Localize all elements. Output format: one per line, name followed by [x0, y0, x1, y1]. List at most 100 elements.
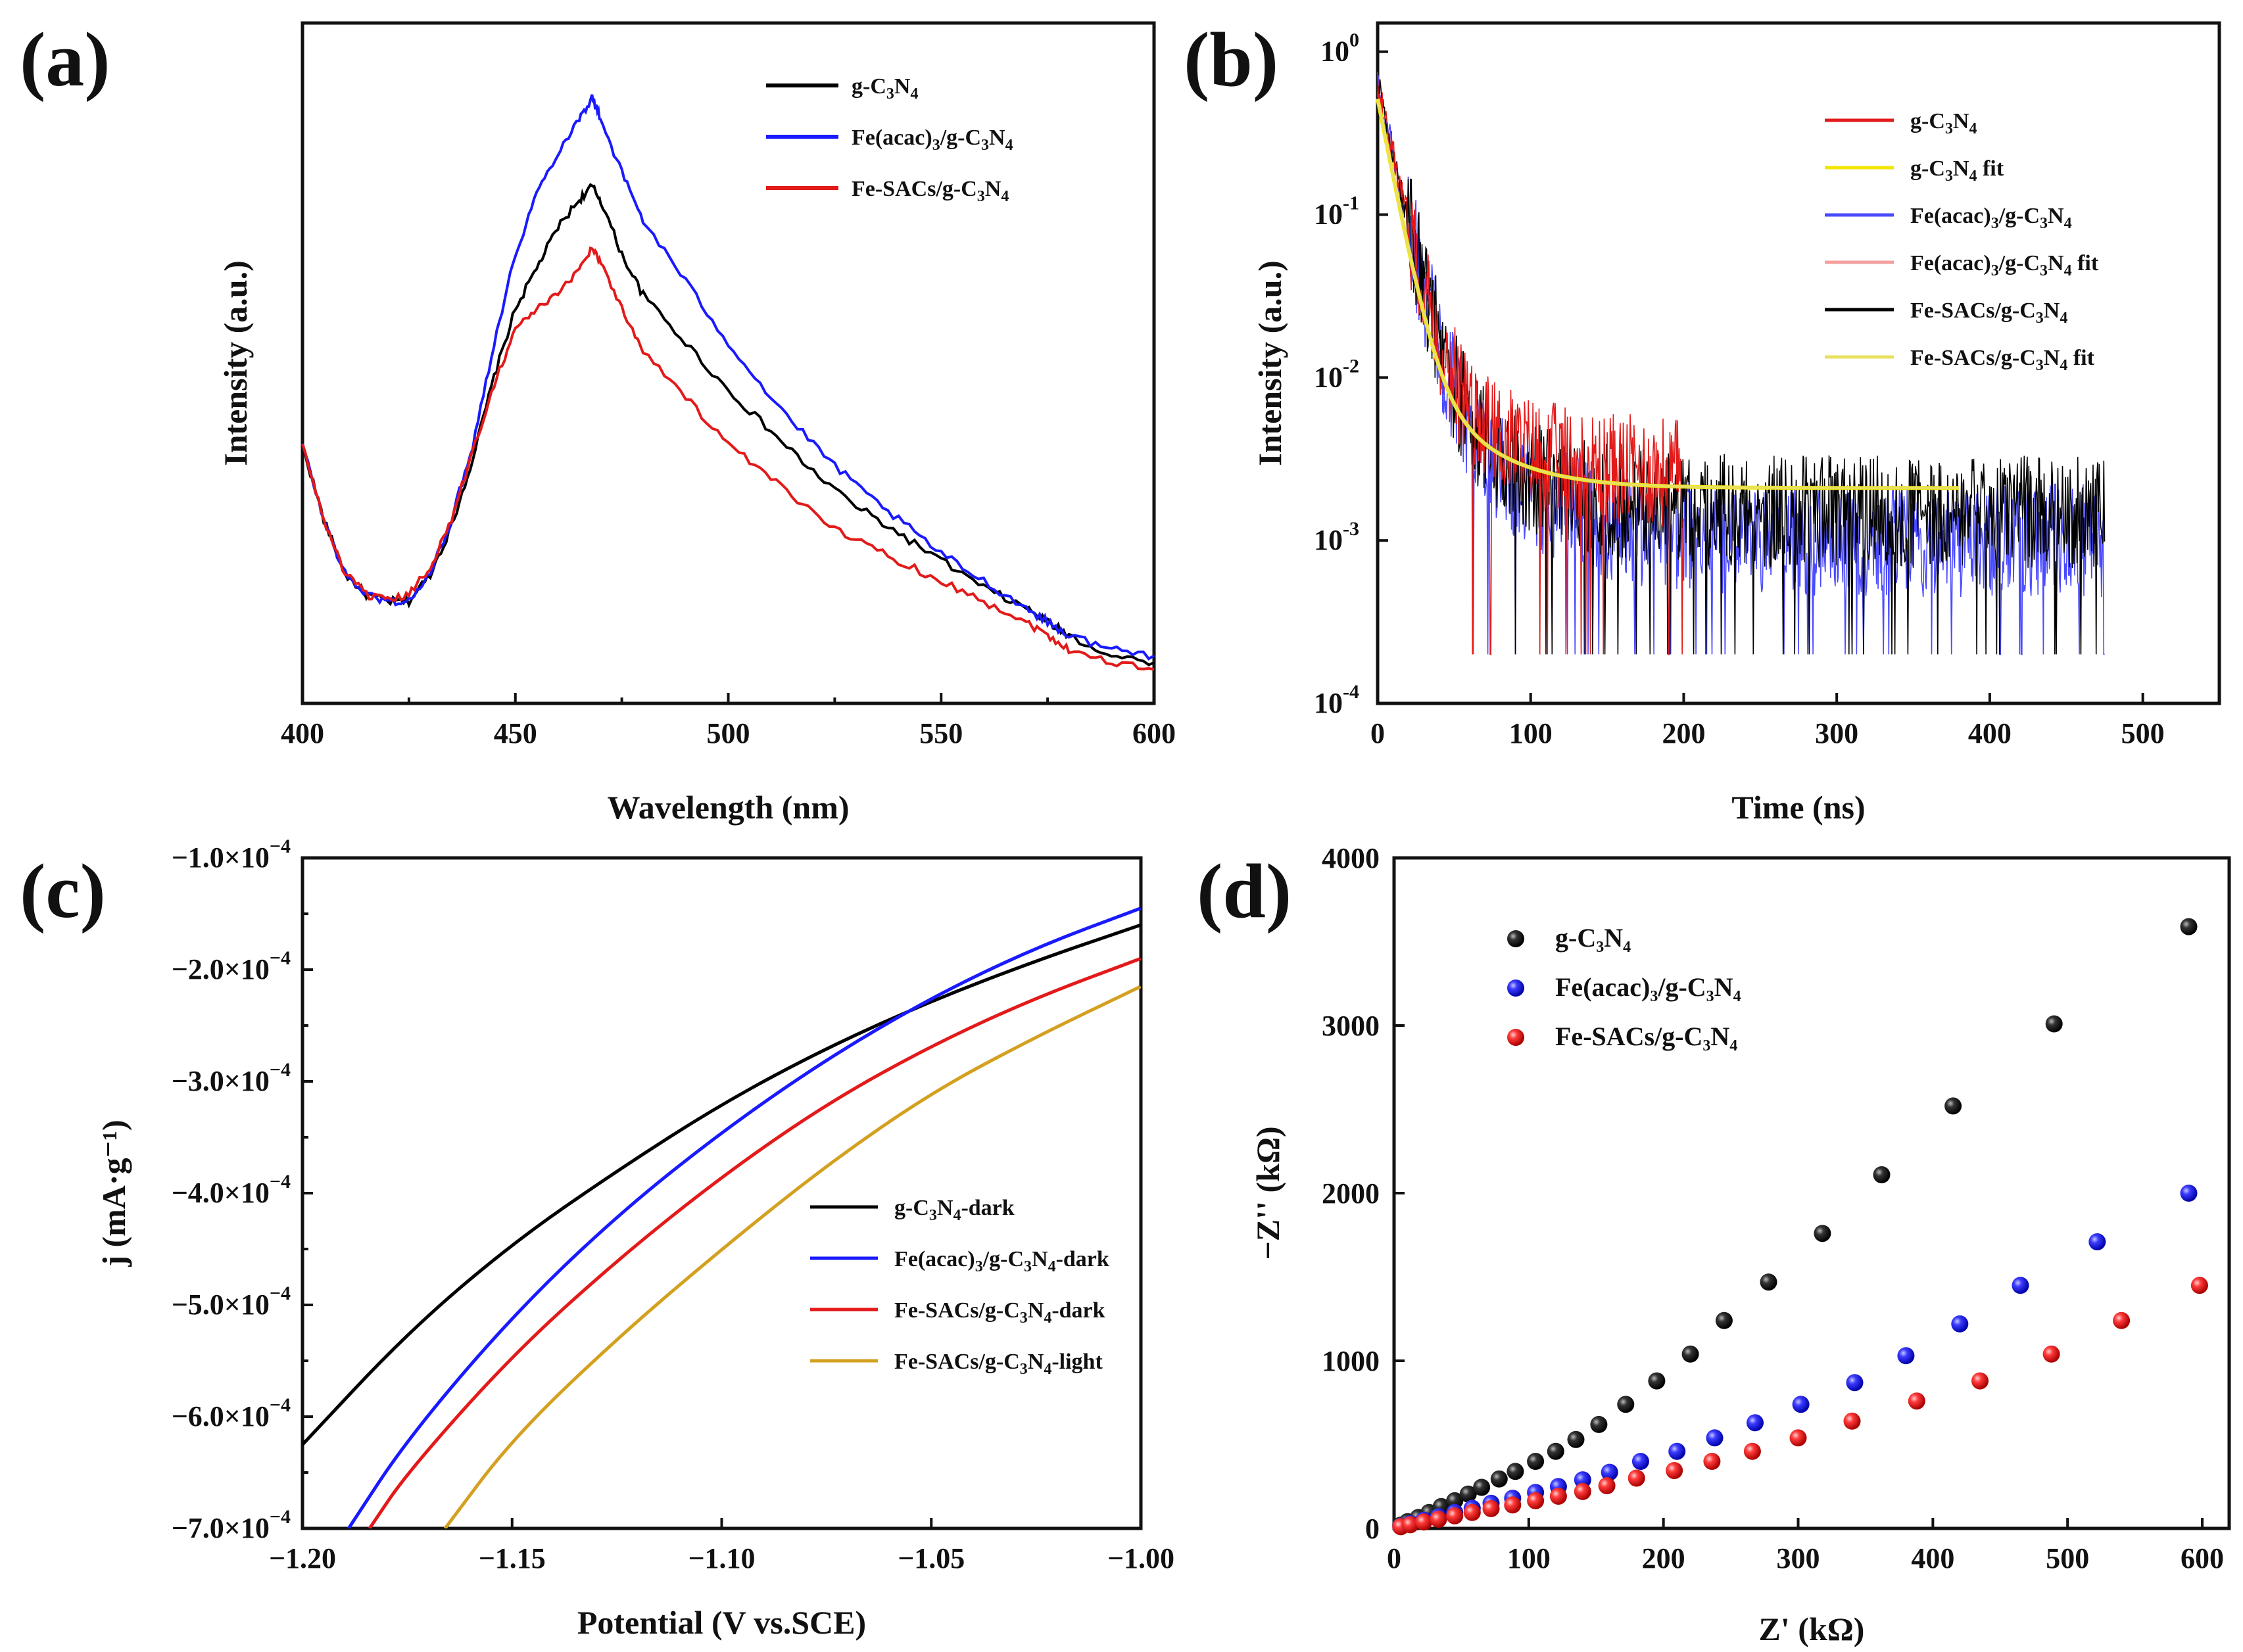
x-tick-label-d: 600: [2181, 1542, 2224, 1574]
scatter-point-d-2: [1430, 1511, 1447, 1528]
scatter-point-d-2: [1666, 1462, 1683, 1479]
scatter-point-d-0: [1648, 1372, 1666, 1390]
y-tick-label-c: −4.0×10−4: [172, 1171, 291, 1209]
plot-frame-d: [1392, 856, 2231, 1530]
scatter-point-d-0: [1473, 1478, 1491, 1496]
panel-letter-c: (c): [20, 848, 106, 934]
x-tick-label-c: −1.20: [269, 1542, 336, 1574]
x-tick-label-a: 600: [1132, 717, 1176, 749]
legend-label-b: Fe-SACs/g-C3​N4​ fit: [1910, 346, 2095, 374]
legend-marker-d: [1507, 979, 1524, 997]
scatter-point-d-2: [1549, 1488, 1567, 1505]
scatter-point-d-0: [1873, 1166, 1891, 1183]
x-tick-label-b: 200: [1662, 717, 1705, 749]
series-line-c-0: [302, 923, 1141, 1446]
y-tick-label-c: −1.0×10−4: [172, 836, 291, 874]
y-tick-label-b: 100: [1320, 30, 1359, 68]
legend-label-c: Fe-SACs/g-C3​N4​-light: [894, 1350, 1103, 1378]
legend-label-a: Fe(acac)3​/g-C3​N4​: [852, 126, 1013, 154]
series-line-a-2: [301, 246, 1155, 671]
scatter-point-d-2: [1482, 1499, 1500, 1517]
scatter-point-d-0: [1547, 1442, 1564, 1460]
x-tick-label-b: 0: [1370, 717, 1385, 749]
scatter-point-d-2: [1743, 1442, 1761, 1460]
x-tick-label-d: 300: [1777, 1542, 1820, 1574]
y-tick-label-c: −3.0×10−4: [172, 1059, 291, 1097]
panel-d: (d) 0 100 200 300 400 500 600 0 1000 2000 3000 4000 Z…: [1197, 842, 2231, 1647]
scatter-point-d-0: [1459, 1485, 1477, 1503]
scatter-point-d-0: [1760, 1273, 1777, 1291]
scatter-point-d-2: [1574, 1482, 1591, 1500]
legend-marker-d: [1507, 1029, 1524, 1046]
panel-a: (a) 400 450 500 550 600 Wavelength (nm) Intensi…: [20, 16, 1176, 826]
legend-marker-d: [1507, 930, 1524, 947]
y-tick-label-c: −7.0×10−4: [172, 1506, 291, 1544]
x-tick-label-a: 400: [281, 717, 324, 749]
scatter-point-d-2: [1703, 1453, 1721, 1470]
y-tick-label-c: −6.0×10−4: [172, 1394, 291, 1432]
y-tick-label-d: 2000: [1322, 1177, 1380, 1210]
legend-label-a: g-C3​N4​: [852, 74, 918, 103]
legend-label-d: Fe(acac)3​/g-C3​N4​: [1555, 972, 1741, 1005]
scatter-point-d-2: [1908, 1392, 1925, 1410]
panel-b: (b) 0 100 200 300 400 500 100 10-1 10-2 10-3 10-4 Ti…: [1184, 16, 2221, 826]
scatter-point-d-2: [1628, 1469, 1645, 1487]
scatter-point-d-1: [1897, 1347, 1915, 1365]
decay-trace-b-0: [1377, 72, 1685, 655]
scatter-point-d-0: [1681, 1345, 1699, 1363]
y-tick-label-b: 10-3: [1314, 518, 1359, 556]
y-tick-label-c: −2.0×10−4: [172, 947, 291, 985]
panel-letter-a: (a): [20, 16, 110, 103]
x-tick-label-c: −1.00: [1107, 1542, 1174, 1574]
x-tick-label-b: 100: [1509, 717, 1553, 749]
scatter-point-d-1: [1747, 1414, 1764, 1432]
scatter-point-d-1: [1668, 1442, 1686, 1460]
scatter-point-d-0: [1590, 1415, 1608, 1433]
x-tick-label-b: 300: [1815, 717, 1858, 749]
y-tick-label-b: 10-2: [1314, 355, 1359, 393]
y-tick-label-d: 3000: [1322, 1010, 1380, 1042]
scatter-point-d-0: [1567, 1430, 1585, 1448]
scatter-point-d-0: [2180, 918, 2198, 935]
x-tick-label-d: 200: [1642, 1542, 1685, 1574]
x-tick-label-a: 450: [494, 717, 537, 749]
scatter-point-d-1: [1601, 1463, 1618, 1481]
scatter-point-d-0: [1617, 1396, 1635, 1413]
scatter-point-d-2: [1463, 1503, 1481, 1521]
x-tick-label-d: 0: [1387, 1542, 1401, 1574]
scatter-point-d-1: [1846, 1374, 1864, 1392]
x-tick-label-b: 400: [1968, 717, 2012, 749]
y-tick-label-d: 4000: [1322, 842, 1380, 874]
series-line-a-0: [301, 183, 1155, 667]
legend-label-b: Fe-SACs/g-C3​N4​: [1910, 298, 2067, 327]
scatter-point-d-0: [2045, 1015, 2063, 1033]
y-axis-label-b: Intensity (a.u.): [1251, 260, 1288, 466]
series-line-a-1: [301, 94, 1155, 661]
y-axis-label-c: j (mA·g⁻¹): [95, 1120, 132, 1267]
legend-label-d: g-C3​N4​: [1555, 923, 1631, 956]
plot-frame-b: [1376, 21, 2221, 705]
scatter-point-d-0: [1490, 1470, 1508, 1488]
scatter-point-d-2: [1527, 1492, 1545, 1509]
series-line-c-2: [368, 956, 1141, 1528]
scatter-point-d-2: [1446, 1507, 1464, 1524]
scatter-point-d-1: [1706, 1429, 1724, 1447]
x-tick-label-c: −1.05: [898, 1542, 965, 1574]
y-tick-label-b: 10-1: [1314, 192, 1359, 230]
x-tick-label-c: −1.10: [688, 1542, 755, 1574]
x-axis-label-c: Potential (V vs.SCE): [577, 1604, 866, 1641]
scatter-point-d-1: [2012, 1277, 2029, 1294]
x-tick-label-a: 500: [707, 717, 750, 749]
scatter-point-d-1: [2088, 1233, 2106, 1250]
y-axis-label-a: Intensity (a.u.): [217, 260, 254, 466]
scatter-point-d-1: [1631, 1453, 1649, 1470]
x-tick-label-d: 500: [2046, 1542, 2089, 1574]
scatter-point-d-2: [1971, 1372, 1989, 1390]
panel-letter-d: (d): [1197, 848, 1291, 934]
scatter-point-d-1: [1951, 1315, 1969, 1333]
x-tick-label-c: −1.15: [479, 1542, 546, 1574]
scatter-point-d-2: [1789, 1429, 1807, 1447]
x-tick-label-d: 100: [1507, 1542, 1551, 1574]
legend-label-c: Fe-SACs/g-C3​N4​-dark: [894, 1298, 1105, 1327]
